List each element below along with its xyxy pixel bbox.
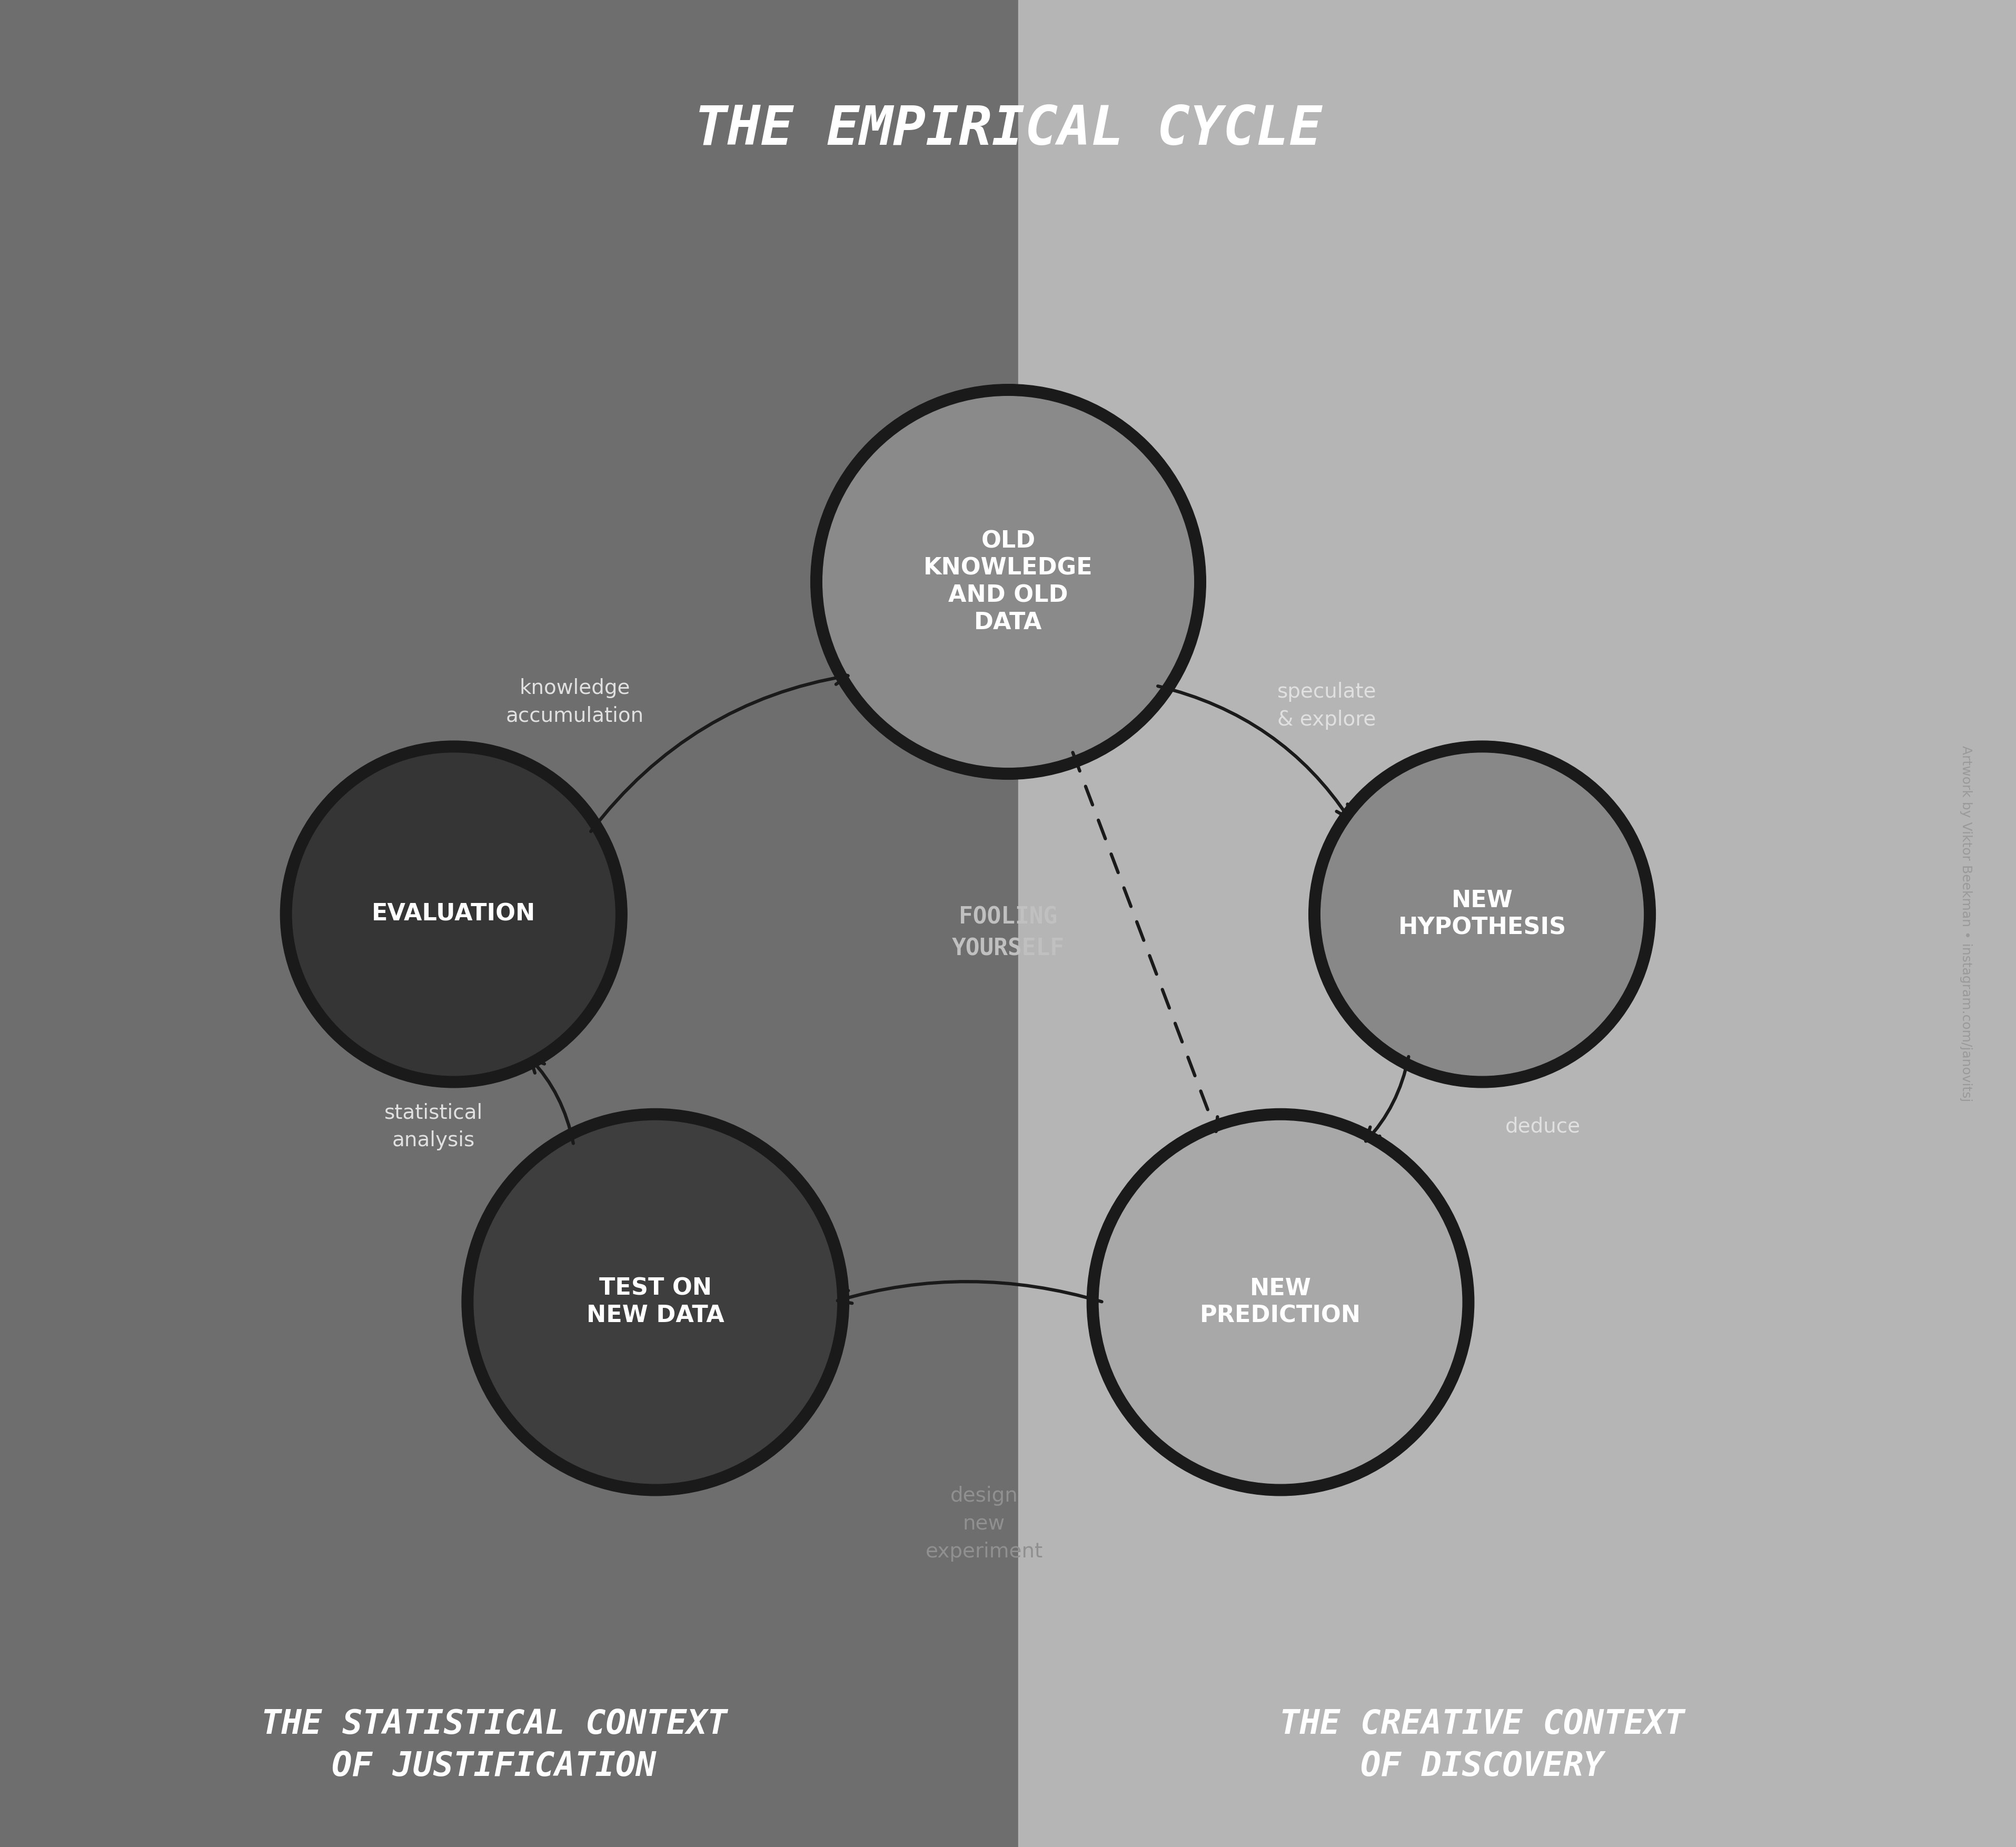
Ellipse shape bbox=[280, 741, 627, 1088]
Text: knowledge
accumulation: knowledge accumulation bbox=[506, 678, 643, 726]
Text: design
new
experiment: design new experiment bbox=[925, 1485, 1042, 1563]
Text: FOOLING
YOURSELF: FOOLING YOURSELF bbox=[952, 905, 1064, 960]
Text: statistical
analysis: statistical analysis bbox=[385, 1103, 482, 1151]
Text: NEW
PREDICTION: NEW PREDICTION bbox=[1200, 1278, 1361, 1326]
Text: speculate
& explore: speculate & explore bbox=[1276, 682, 1377, 730]
Text: NEW
HYPOTHESIS: NEW HYPOTHESIS bbox=[1397, 890, 1566, 938]
Text: Artwork by Viktor Beekman • instagram.com/janovitsj: Artwork by Viktor Beekman • instagram.co… bbox=[1960, 746, 1972, 1101]
Ellipse shape bbox=[823, 397, 1193, 767]
Text: THE CREATIVE CONTEXT
OF DISCOVERY: THE CREATIVE CONTEXT OF DISCOVERY bbox=[1278, 1708, 1685, 1782]
Text: OLD
KNOWLEDGE
AND OLD
DATA: OLD KNOWLEDGE AND OLD DATA bbox=[923, 530, 1093, 634]
Ellipse shape bbox=[1320, 754, 1643, 1075]
Text: TEST ON
NEW DATA: TEST ON NEW DATA bbox=[587, 1278, 724, 1326]
FancyBboxPatch shape bbox=[1018, 0, 2016, 1847]
Ellipse shape bbox=[1099, 1121, 1462, 1483]
Text: THE STATISTICAL CONTEXT
OF JUSTIFICATION: THE STATISTICAL CONTEXT OF JUSTIFICATION bbox=[260, 1708, 728, 1782]
Ellipse shape bbox=[474, 1121, 837, 1483]
FancyBboxPatch shape bbox=[0, 0, 1018, 1847]
Text: EVALUATION: EVALUATION bbox=[371, 903, 536, 925]
Ellipse shape bbox=[292, 754, 615, 1075]
Text: deduce: deduce bbox=[1504, 1117, 1581, 1136]
Ellipse shape bbox=[1308, 741, 1655, 1088]
Ellipse shape bbox=[810, 384, 1206, 779]
Text: THE EMPIRICAL CYCLE: THE EMPIRICAL CYCLE bbox=[694, 103, 1322, 155]
Ellipse shape bbox=[462, 1108, 849, 1496]
Ellipse shape bbox=[1087, 1108, 1474, 1496]
